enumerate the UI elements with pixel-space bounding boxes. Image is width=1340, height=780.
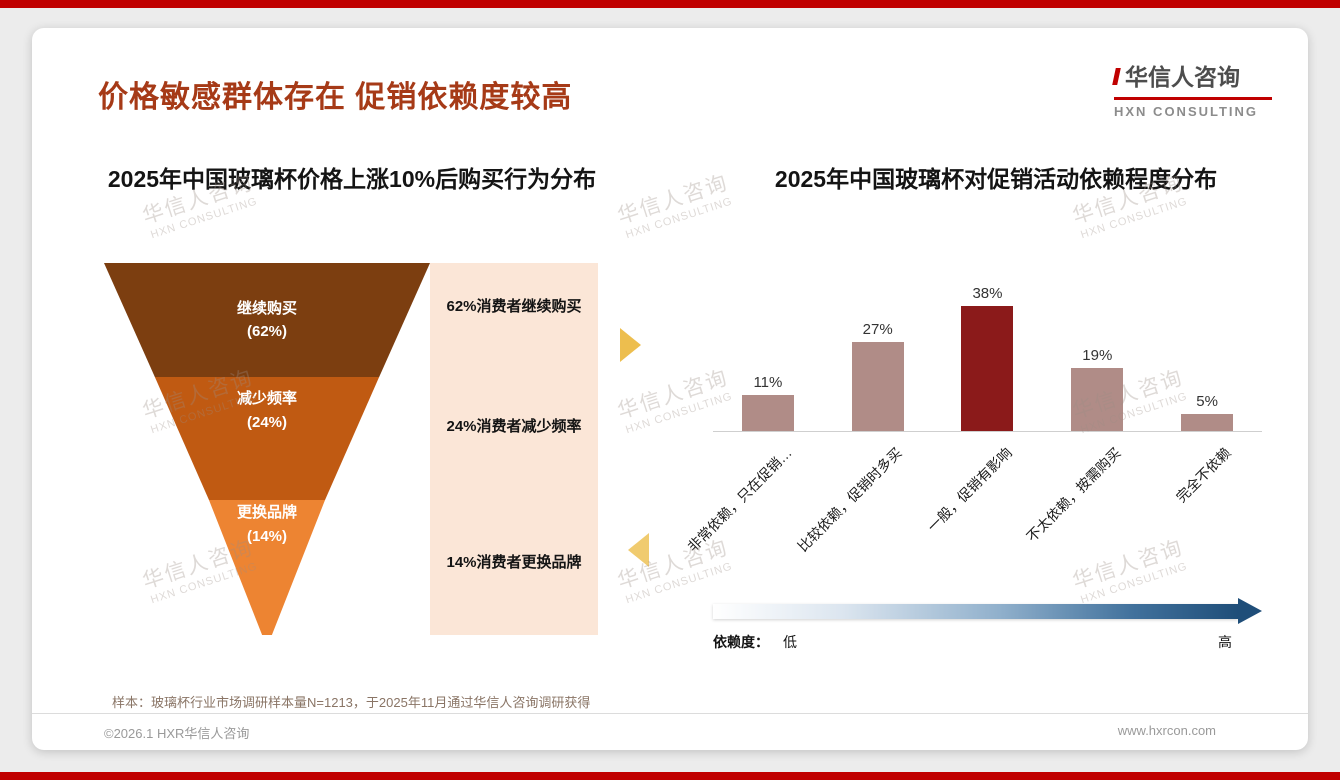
gradient-arrow-shaft	[713, 604, 1238, 619]
bar-group: 19% 不太依赖，按需购买	[1024, 268, 1152, 545]
company-logo: 华信人咨询 HXN CONSULTING	[1112, 58, 1272, 119]
bar-value-label: 5%	[1196, 393, 1218, 410]
bar	[1181, 414, 1234, 431]
funnel-segment-label: 更换品牌	[236, 504, 297, 522]
funnel-desc-reduce: 24%消费者减少频率	[446, 418, 582, 435]
funnel-segment-continue: 继续购买 (62%)	[104, 263, 430, 377]
funnel-description-panel: 62%消费者继续购买 24%消费者减少频率 14%消费者更换品牌	[430, 263, 598, 635]
footer-website[interactable]: www.hxrcon.com	[1117, 723, 1216, 738]
bar-category-label: 一般，促销有影响	[923, 444, 1015, 535]
funnel-segment-value: (14%)	[246, 527, 287, 545]
bar-group: 27% 比较依赖，促销时多买	[794, 268, 933, 555]
dependence-gradient-arrow	[713, 598, 1262, 624]
logo-mark-icon	[1112, 68, 1121, 85]
bar-category-label: 不太依赖，按需购买	[1023, 444, 1125, 545]
arrow-right-icon	[620, 328, 641, 362]
axis-high-label: 高	[1218, 634, 1232, 650]
bar-value-label: 11%	[753, 374, 783, 391]
funnel-desc-continue: 62%消费者继续购买	[446, 297, 582, 315]
funnel-segment-value: (62%)	[246, 323, 287, 340]
arrow-left-icon	[628, 533, 649, 567]
bar	[741, 395, 794, 431]
funnel-chart: 继续购买 (62%) 减少频率 (24%) 更换品牌 (14%)	[104, 263, 430, 635]
dependence-axis-labels: 依赖度： 低 高	[713, 632, 1262, 652]
sample-note: 样本：玻璃杯行业市场调研样本量N=1213，于2025年11月通过华信人咨询调研…	[112, 695, 591, 710]
bar	[851, 342, 904, 431]
footer-copyright: ©2026.1 HXR华信人咨询	[104, 726, 250, 741]
logo-en-text: HXN CONSULTING	[1114, 104, 1259, 119]
bar-group: 5% 完全不依赖	[1152, 268, 1262, 505]
bar-value-label: 19%	[1082, 347, 1113, 364]
bar-category-label: 非常依赖，只在促销…	[684, 444, 795, 555]
axis-low-label: 低	[783, 634, 797, 650]
bar-chart-plot: 11% 非常依赖，只在促销… 27% 比较依赖，促销时多买 38% 一般，促销有影响 19%…	[684, 268, 1262, 555]
gradient-arrow-head-icon	[1238, 598, 1262, 624]
slide-footer: ©2026.1 HXR华信人咨询 www.hxrcon.com	[32, 713, 1308, 742]
funnel-segment-reduce: 减少频率 (24%)	[154, 377, 380, 500]
bar-value-label: 38%	[972, 285, 1003, 302]
funnel-segment-switch: 更换品牌 (14%)	[208, 500, 326, 635]
funnel-desc-switch: 14%消费者更换品牌	[446, 554, 582, 571]
funnel-segment-value: (24%)	[246, 413, 287, 431]
logo-divider	[1114, 97, 1272, 100]
funnel-segment-label: 继续购买	[236, 299, 297, 317]
bar-chart-title: 2025年中国玻璃杯对促销活动依赖程度分布	[774, 166, 1218, 192]
bar	[1071, 368, 1124, 431]
bar-group: 38% 一般，促销有影响	[924, 268, 1043, 535]
funnel-segment-label: 减少频率	[236, 390, 297, 408]
bar-category-label: 完全不依赖	[1173, 444, 1234, 506]
slide-card: 价格敏感群体存在 促销依赖度较高 华信人咨询 HXN CONSULTING 20…	[32, 28, 1308, 750]
top-red-bar	[0, 0, 1340, 8]
page-title: 价格敏感群体存在 促销依赖度较高	[98, 81, 573, 114]
funnel-chart-title: 2025年中国玻璃杯价格上涨10%后购买行为分布	[107, 166, 597, 192]
axis-title: 依赖度：	[713, 634, 769, 650]
bar-group: 11% 非常依赖，只在促销…	[684, 268, 823, 555]
watermark: 华信人咨询 HXN CONSULTING	[1069, 536, 1190, 607]
bottom-red-bar	[0, 772, 1340, 780]
bar-value-label: 27%	[862, 321, 893, 338]
bar-category-label: 比较依赖，促销时多买	[794, 444, 905, 555]
bar	[961, 306, 1014, 431]
logo-cn-text: 华信人咨询	[1112, 58, 1272, 92]
